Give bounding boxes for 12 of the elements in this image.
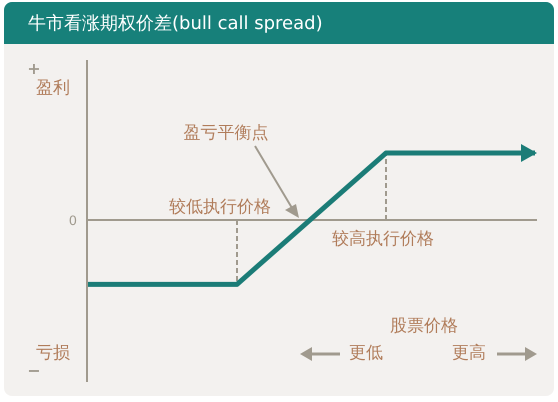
text: 0 bbox=[68, 214, 77, 229]
text: 更高 bbox=[452, 343, 486, 363]
text: − bbox=[27, 361, 41, 380]
text: 盈利 bbox=[36, 78, 70, 98]
text: 亏损 bbox=[36, 343, 70, 363]
text: 更低 bbox=[349, 343, 383, 363]
annotation: 较高执行价格 bbox=[332, 229, 434, 249]
x-axis-title: 股票价格 bbox=[390, 316, 458, 336]
annotation: 较低执行价格 bbox=[169, 197, 271, 217]
text: + bbox=[27, 59, 41, 78]
text: 盈亏平衡点 bbox=[184, 123, 268, 143]
chart-title: 牛市看涨期权价差(bull call spread) bbox=[28, 13, 323, 34]
